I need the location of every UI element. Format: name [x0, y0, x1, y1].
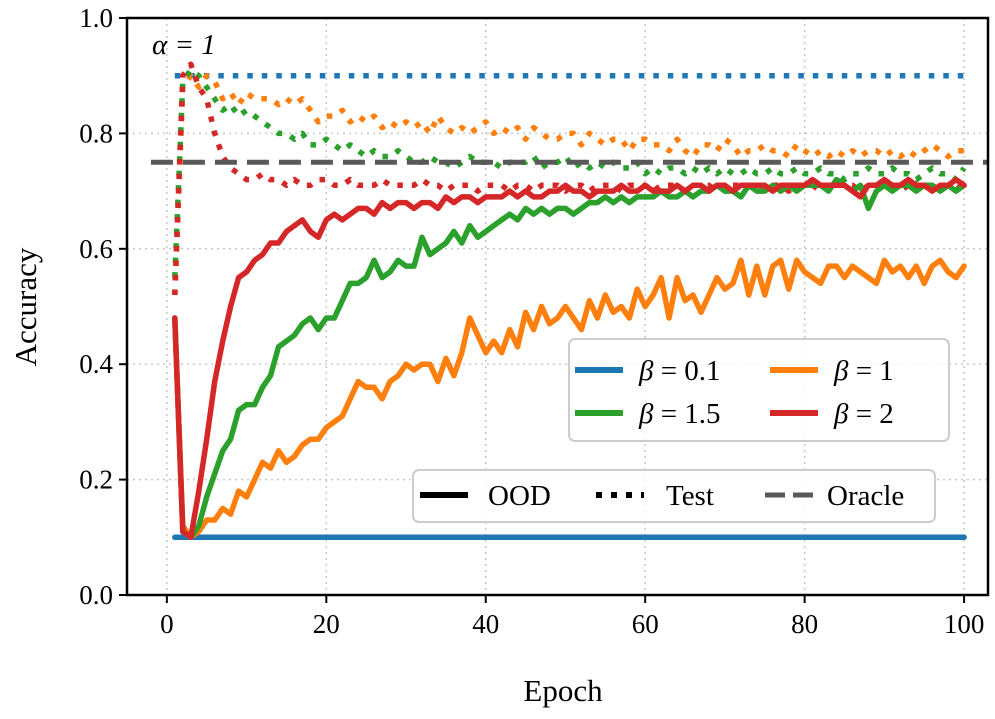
style-legend-box	[412, 469, 936, 523]
legend-beta-value: = 1.5	[653, 398, 720, 430]
test-line-b1	[172, 72, 965, 296]
alpha-annotation: α = 1	[152, 29, 216, 61]
style-legend: OOD Test Oracle	[412, 469, 936, 523]
y-tick-label: 0.8	[79, 118, 113, 148]
ticks: 0 20 40 60 80 100 0.0 0.2 0.4 0.6 0.8 1.0	[79, 3, 984, 639]
y-tick-label: 0.0	[79, 580, 113, 610]
legend-beta-symbol: β	[833, 355, 849, 387]
x-tick-label: 20	[313, 609, 340, 639]
legend-beta-symbol: β	[833, 398, 849, 430]
y-tick-label: 0.4	[79, 349, 113, 379]
style-label-test: Test	[666, 480, 714, 512]
legend-beta-value: = 2	[848, 398, 893, 430]
beta-legend: β = 0.1 β = 1β = 1.5 β = 2	[568, 338, 950, 442]
legend-label-b15: β = 1.5	[638, 398, 721, 430]
style-label-ood: OOD	[488, 480, 551, 512]
beta-legend-box	[568, 338, 950, 442]
x-tick-label: 80	[791, 609, 818, 639]
y-axis-label: Accuracy	[8, 247, 43, 366]
legend-beta-symbol: β	[638, 398, 654, 430]
x-tick-label: 0	[160, 609, 174, 639]
y-tick-label: 0.2	[79, 465, 113, 495]
legend-label-b2: β = 2	[833, 398, 894, 430]
legend-beta-value: = 0.1	[653, 355, 720, 387]
legend-beta-symbol: β	[638, 355, 654, 387]
axes-frame	[125, 16, 990, 597]
legend-label-b01: β = 0.1	[638, 355, 721, 387]
x-tick-label: 40	[472, 609, 499, 639]
legend-beta-value: = 1	[848, 355, 893, 387]
plot-area	[150, 61, 988, 541]
style-label-oracle: Oracle	[827, 480, 904, 512]
ood-line-b2	[172, 176, 967, 541]
legend-label-b1: β = 1	[833, 355, 894, 387]
x-axis-label: Epoch	[523, 673, 603, 708]
y-tick-label: 0.6	[79, 234, 113, 264]
ood-line-b1	[172, 257, 967, 541]
y-tick-label: 1.0	[79, 3, 113, 33]
x-tick-label: 60	[632, 609, 659, 639]
x-tick-label: 100	[944, 609, 985, 639]
